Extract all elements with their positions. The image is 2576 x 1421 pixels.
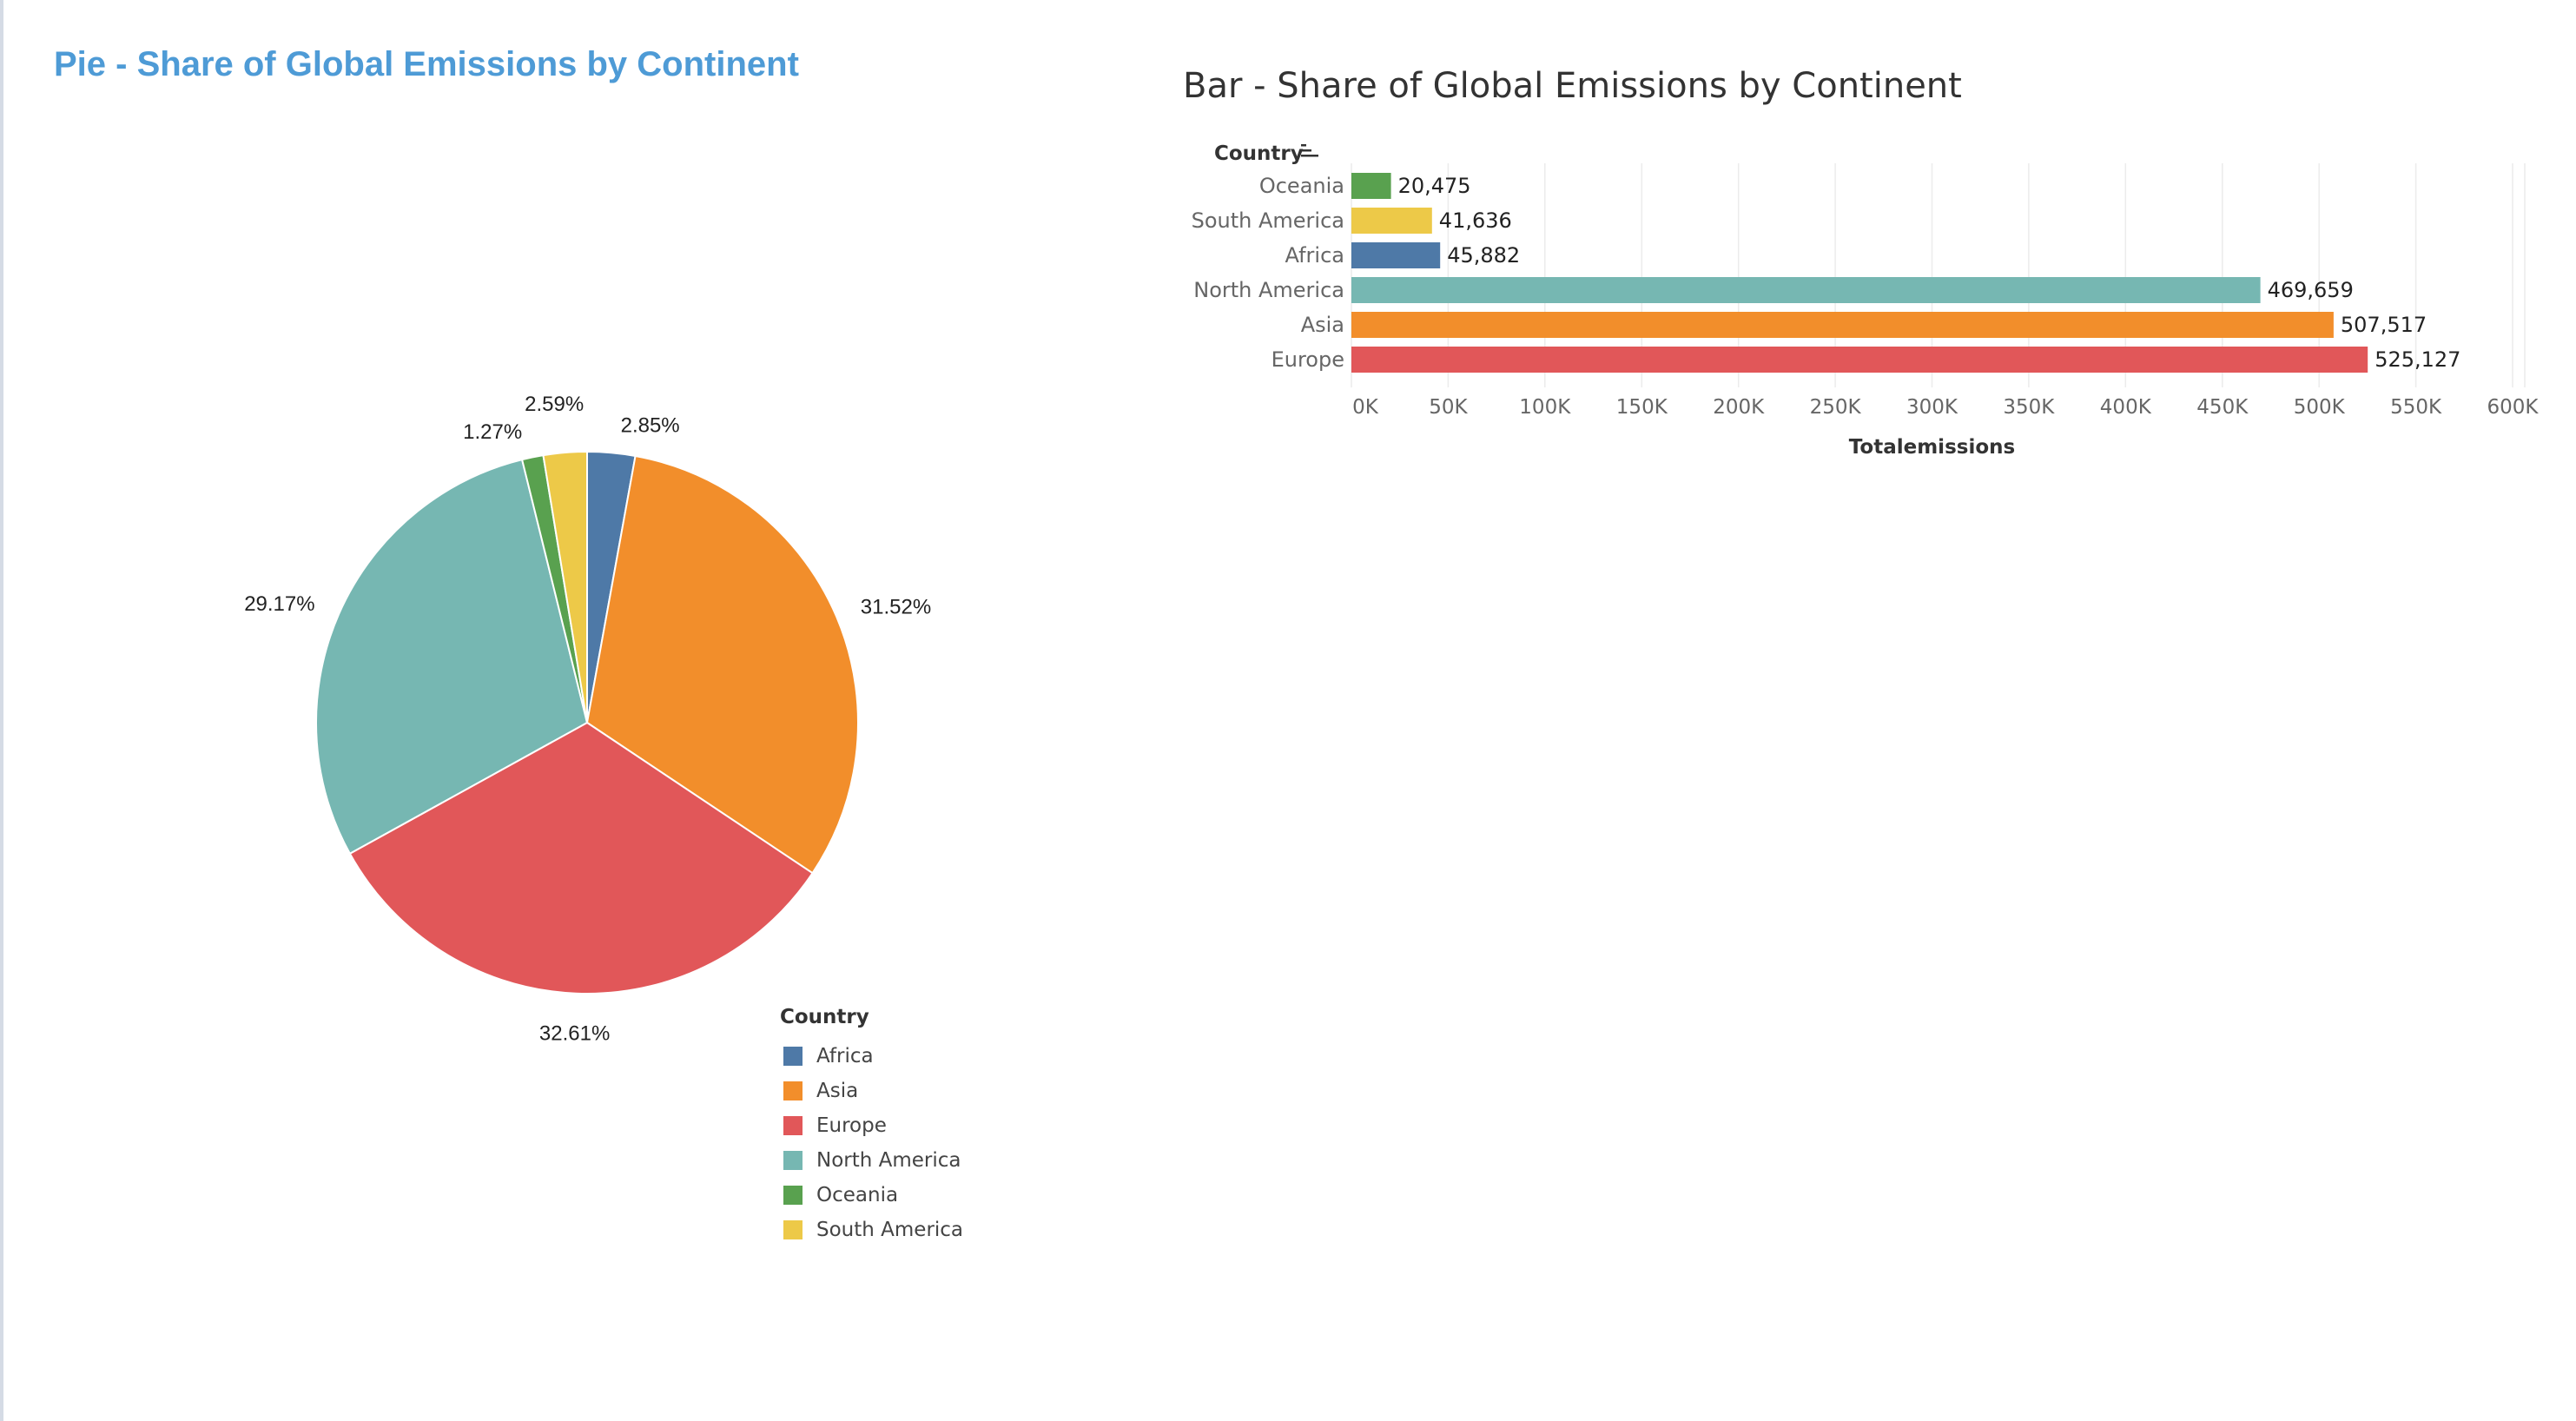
legend-swatch — [783, 1081, 803, 1100]
bar-value-label: 20,475 — [1398, 174, 1471, 198]
pie-label-north-america: 29.17% — [244, 592, 314, 616]
bar-value-label: 45,882 — [1447, 243, 1520, 268]
legend-label: North America — [816, 1149, 961, 1172]
legend-title: Country — [780, 1006, 869, 1028]
pie-slice-asia[interactable] — [585, 454, 859, 875]
x-tick-label: 50K — [1429, 396, 1468, 419]
x-tick-label: 200K — [1713, 396, 1765, 419]
pie-label-south-america: 2.59% — [525, 393, 584, 416]
x-tick-label: 550K — [2390, 396, 2442, 419]
legend-item-oceania[interactable]: Oceania — [780, 1178, 963, 1213]
y-category-label: North America — [1193, 278, 1344, 302]
legend-swatch — [783, 1116, 803, 1135]
pie-slice-north-america[interactable] — [315, 458, 589, 856]
y-category-label: Europe — [1271, 347, 1344, 372]
pie-chart: 2.85% 31.52% 32.61% 29.17% 1.27%2.59% — [244, 393, 931, 1046]
x-tick-label: 600K — [2487, 396, 2540, 419]
y-category-label: South America — [1192, 208, 1344, 233]
legend-swatch — [783, 1047, 803, 1066]
legend-label: Europe — [816, 1114, 887, 1137]
pie-label-oceania: 1.27% — [463, 420, 522, 444]
x-tick-label: 500K — [2294, 396, 2346, 419]
bar-north-america[interactable] — [1351, 277, 2261, 303]
bar-europe[interactable] — [1351, 347, 2368, 373]
x-tick-label: 150K — [1616, 396, 1668, 419]
sort-icon[interactable] — [1301, 144, 1318, 157]
x-tick-label: 450K — [2196, 396, 2249, 419]
pie-legend: Country Africa Asia Europe North America… — [780, 1006, 963, 1247]
bar-value-label: 507,517 — [2341, 313, 2427, 337]
legend-swatch — [783, 1220, 803, 1239]
left-border — [0, 0, 3, 1421]
bar-chart: Country 0K 50K 100K 150K 200K 250K 300K 350K 400K… — [1192, 142, 2540, 459]
legend-label: Asia — [816, 1080, 859, 1102]
bar-south-america[interactable] — [1351, 208, 1432, 234]
x-tick-label: 350K — [2003, 396, 2055, 419]
y-category-label: Africa — [1285, 243, 1344, 268]
legend-item-europe[interactable]: Europe — [780, 1108, 963, 1143]
pie-label-europe: 32.61% — [539, 1022, 610, 1046]
y-category-label: Asia — [1301, 313, 1344, 337]
legend-label: Africa — [816, 1045, 874, 1067]
pie-label-africa: 2.85% — [621, 413, 680, 437]
pie-chart-title: Pie - Share of Global Emissions by Conti… — [54, 45, 799, 83]
legend-swatch — [783, 1186, 803, 1205]
x-tick-label: 300K — [1906, 396, 1958, 419]
legend-item-africa[interactable]: Africa — [780, 1039, 963, 1074]
x-tick-label: 250K — [1810, 396, 1862, 419]
bar-axis-header[interactable]: Country — [1214, 142, 1304, 165]
bar-value-label: 469,659 — [2268, 278, 2354, 302]
bar-asia[interactable] — [1351, 312, 2334, 338]
y-category-label: Oceania — [1259, 174, 1344, 198]
x-tick-label: 100K — [1519, 396, 1571, 419]
bar-value-label: 525,127 — [2375, 347, 2460, 372]
legend-label: South America — [816, 1219, 964, 1241]
legend-item-asia[interactable]: Asia — [780, 1074, 963, 1108]
pie-label-asia: 31.52% — [861, 595, 931, 618]
bar-value-label: 41,636 — [1439, 208, 1512, 233]
legend-label: Oceania — [816, 1184, 899, 1206]
legend-swatch — [783, 1151, 803, 1170]
bar-africa[interactable] — [1351, 242, 1441, 268]
legend-item-north-america[interactable]: North America — [780, 1143, 963, 1178]
x-tick-label: 400K — [2100, 396, 2152, 419]
bar-oceania[interactable] — [1351, 173, 1391, 199]
x-axis-title: Totalemissions — [1849, 436, 2015, 459]
legend-item-south-america[interactable]: South America — [780, 1213, 963, 1247]
pie-slice-south-america[interactable] — [542, 450, 588, 724]
bar-chart-title: Bar - Share of Global Emissions by Conti… — [1183, 66, 1962, 106]
x-tick-label: 0K — [1352, 396, 1379, 419]
